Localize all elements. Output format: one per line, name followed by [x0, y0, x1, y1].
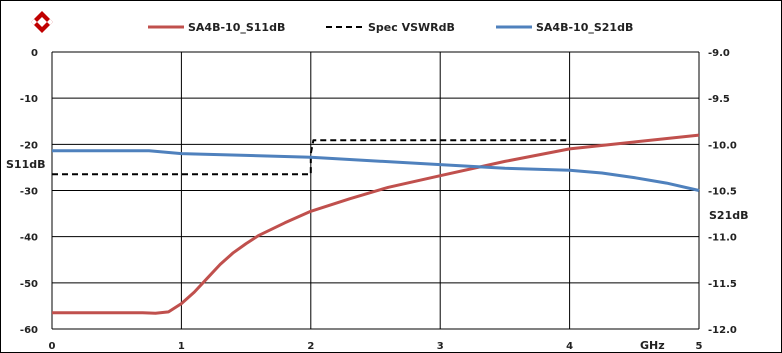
- y-left-tick-label: -60: [20, 325, 38, 336]
- y-left-tick-label: -20: [20, 140, 38, 151]
- x-tick-label: 4: [566, 341, 573, 352]
- y-right-tick-label: -10.0: [708, 140, 737, 151]
- y-left-tick-label: -40: [20, 233, 38, 244]
- legend-label-spec: Spec VSWRdB: [368, 21, 455, 34]
- series-line-1: [52, 139, 570, 176]
- tick-labels: 0 -10 -20 -30 -40 -50 -60 -9.0 -9.5 -10.0 -10.5 -11…: [20, 48, 737, 352]
- logo-icon: [31, 11, 53, 33]
- x-tick-label: 1: [178, 341, 185, 352]
- series-line-2: [52, 149, 700, 192]
- y-right-tick-label: -12.0: [708, 325, 737, 336]
- legend-label-s21: SA4B-10_S21dB: [536, 21, 633, 34]
- x-tick-label: 2: [307, 341, 314, 352]
- y-right-axis-label: S21dB: [709, 209, 749, 222]
- x-tick-label: 5: [696, 341, 703, 352]
- y-left-tick-label: 0: [31, 48, 38, 59]
- y-left-axis-label: S11dB: [6, 158, 46, 171]
- x-tick-label: 3: [437, 341, 444, 352]
- y-right-tick-label: -11.0: [708, 233, 737, 244]
- y-left-tick-label: -30: [20, 187, 38, 198]
- x-tick-label: 0: [49, 341, 56, 352]
- legend-label-s11: SA4B-10_S11dB: [188, 21, 285, 34]
- y-right-tick-label: -11.5: [708, 279, 737, 290]
- x-axis-label: GHz: [640, 339, 665, 352]
- series-lines: [52, 133, 700, 315]
- legend: SA4B-10_S11dB Spec VSWRdB SA4B-10_S21dB: [148, 21, 633, 34]
- y-right-tick-label: -9.0: [708, 48, 730, 59]
- y-right-tick-label: -10.5: [708, 187, 737, 198]
- y-right-tick-label: -9.5: [708, 94, 730, 105]
- y-left-tick-label: -50: [20, 279, 38, 290]
- y-left-tick-label: -10: [20, 94, 38, 105]
